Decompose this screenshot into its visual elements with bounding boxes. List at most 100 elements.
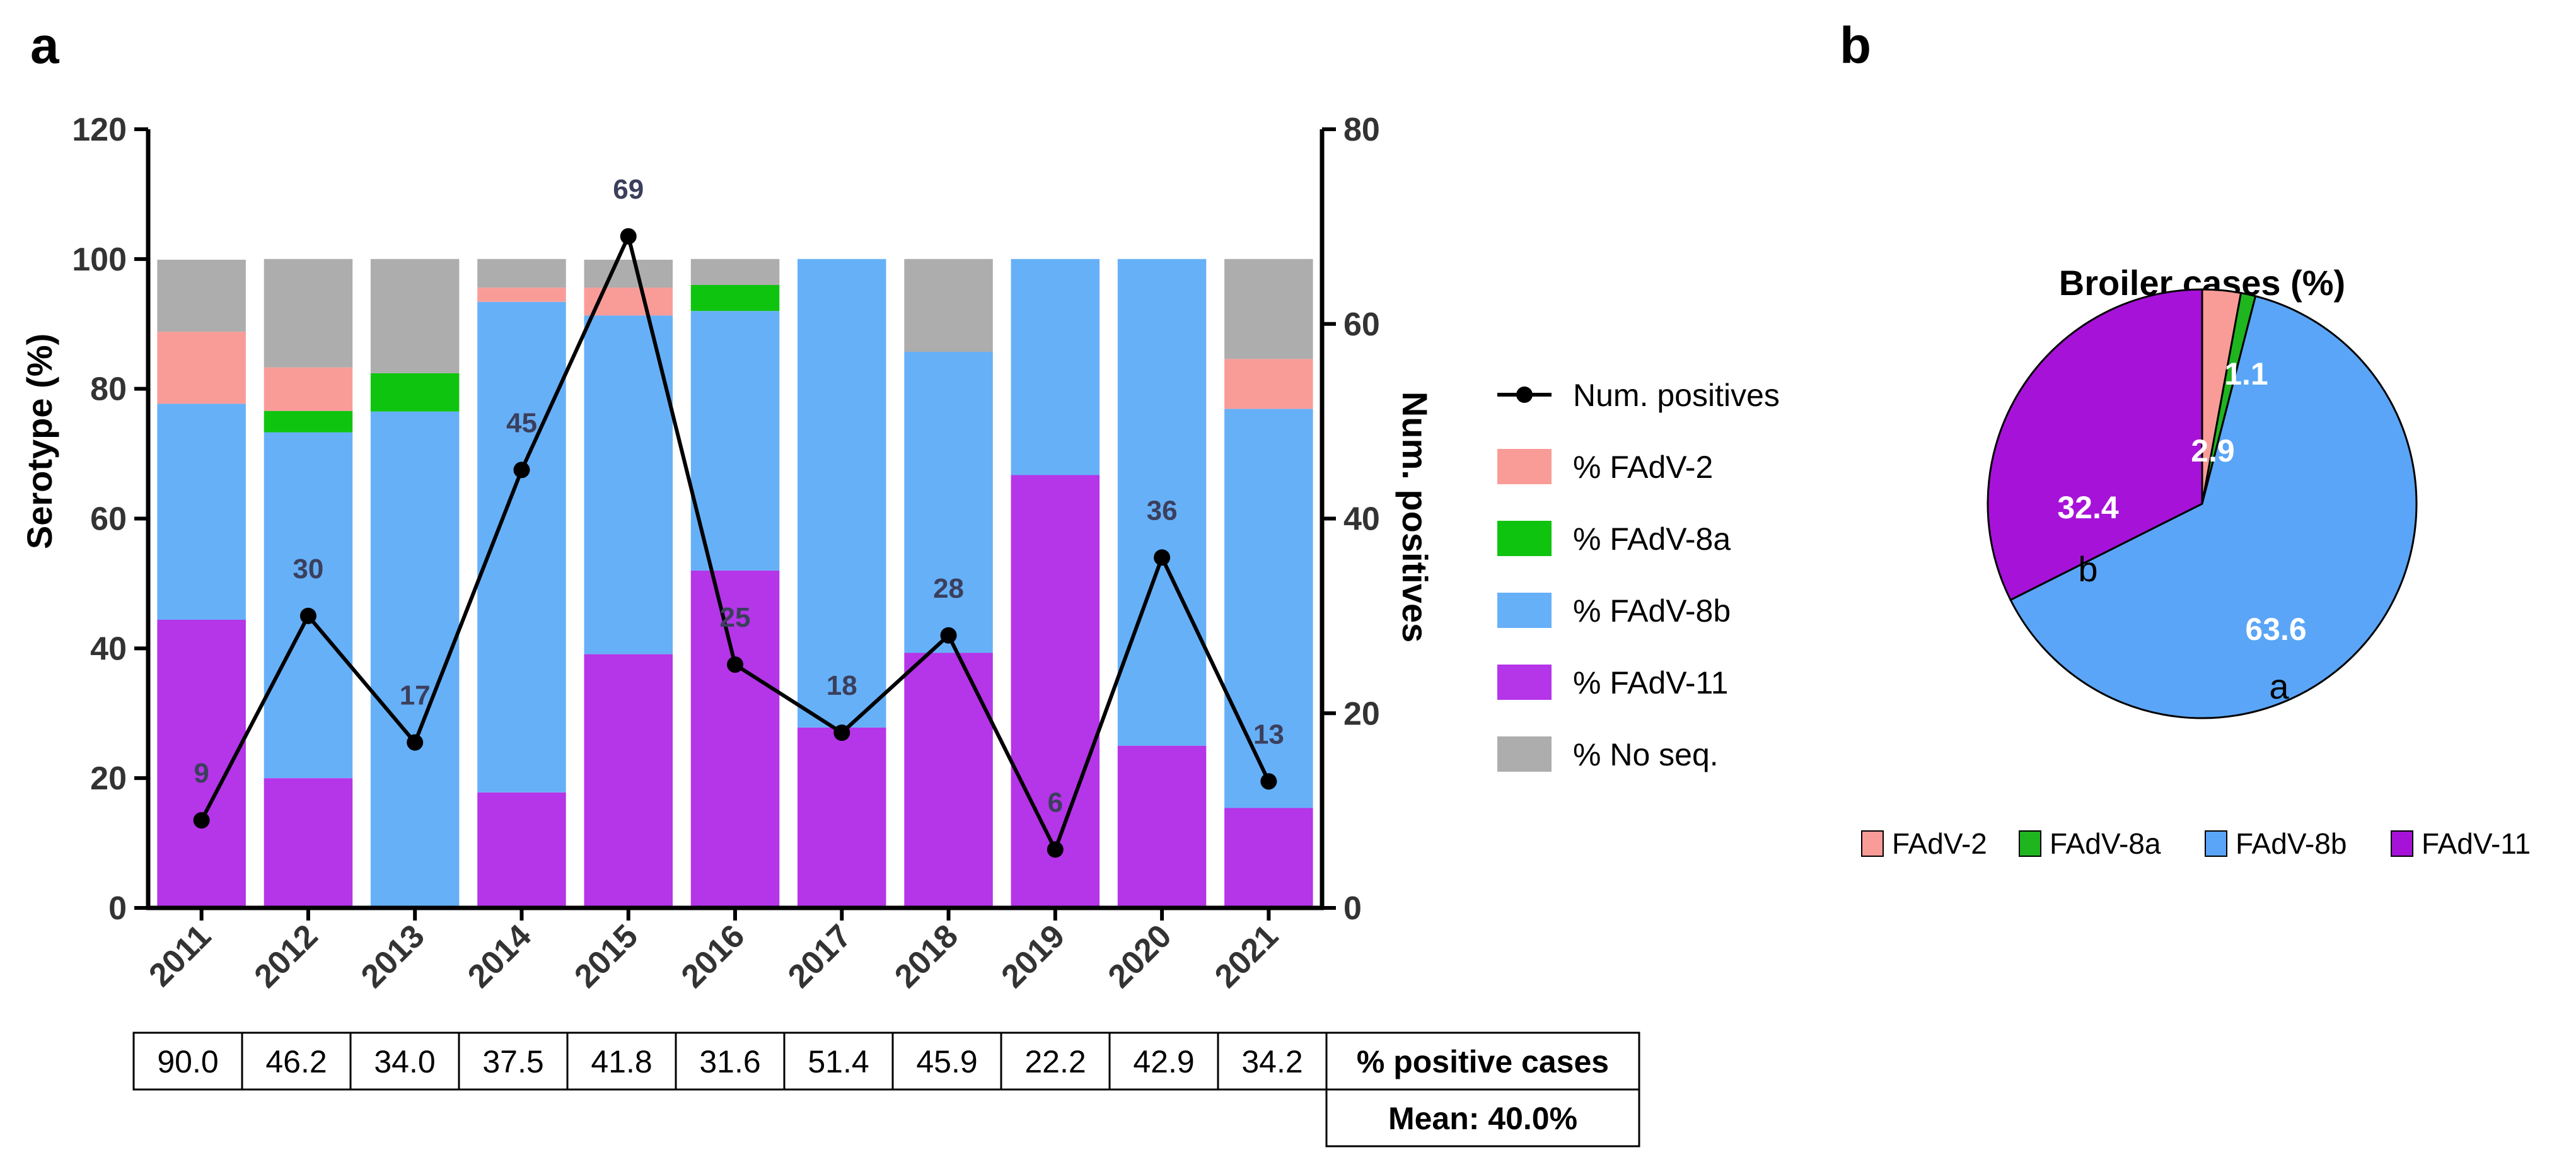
table-cell: 42.9: [1133, 1044, 1194, 1079]
legend-label: % No seq.: [1573, 737, 1719, 772]
x-tick-label: 2021: [1208, 917, 1285, 995]
legend-label: % FAdV-8a: [1573, 521, 1731, 557]
pie-legend-swatch: [2205, 830, 2227, 857]
num-positives-point: [193, 812, 210, 829]
bar-2015-fadv-11: [584, 654, 673, 908]
pie-legend-label: FAdV-11: [2422, 827, 2531, 860]
table-cell: 31.6: [699, 1044, 760, 1079]
x-tick-label: 2020: [1101, 917, 1179, 995]
y2-tick-label: 80: [1343, 112, 1380, 148]
pie-legend-swatch: [2391, 830, 2413, 857]
bar-2020-fadv-8b: [1117, 259, 1207, 746]
bar-2018-fadv-8b: [904, 352, 993, 653]
num-positives-point: [727, 656, 743, 673]
legend-label: % FAdV-11: [1573, 665, 1728, 700]
legend-label: % FAdV-8b: [1573, 593, 1731, 629]
num-positives-label: 30: [293, 554, 323, 584]
legend-swatch: [1497, 449, 1552, 484]
legend-label: % FAdV-2: [1573, 450, 1713, 485]
y2-tick-label: 20: [1343, 695, 1380, 732]
bar-2015-fadv-8b: [584, 315, 673, 654]
y-tick-label: 40: [90, 630, 127, 667]
bar-2020-fadv-11: [1117, 745, 1207, 908]
bar-2011-fadv-8b: [157, 404, 246, 620]
pie-labels: 1.1 2.9 32.4 b 63.6 a: [2057, 356, 2306, 706]
bar-2011-no-seq: [157, 259, 246, 332]
pie-value-fadv8a: 1.1: [2224, 356, 2268, 392]
panel-b-letter: b: [1840, 17, 1871, 74]
pie-legend-label: FAdV-2: [1892, 827, 1987, 860]
pie-legend-swatch: [2019, 830, 2041, 857]
bar-2018-no-seq: [904, 259, 993, 352]
legend-swatch: [1497, 736, 1552, 772]
num-positives-point: [407, 734, 424, 751]
bar-2016-fadv-8a: [690, 285, 780, 311]
num-positives-line: 9 30 17 45 69 25 18 28 6 36 13: [193, 174, 1284, 858]
bar-2018-fadv-11: [904, 653, 993, 908]
num-positives-point: [513, 462, 530, 479]
num-positives-point: [833, 724, 850, 741]
y-tick-label: 100: [72, 241, 127, 278]
num-positives-point: [1047, 841, 1064, 858]
num-positives-label: 13: [1253, 719, 1284, 750]
pie-legend-label: FAdV-8a: [2050, 827, 2161, 860]
table-cell: 34.0: [374, 1044, 435, 1079]
pie-letter-fadv11: b: [2078, 549, 2097, 589]
x-tick-label: 2015: [567, 917, 645, 995]
x-tick-label: 2013: [354, 917, 432, 995]
legend-swatch: [1497, 593, 1552, 628]
pie-value-fadv8b: 63.6: [2245, 612, 2306, 647]
x-tick-label: 2011: [142, 917, 218, 994]
x-tick-label: 2012: [248, 917, 325, 995]
num-positives-label: 45: [506, 407, 537, 438]
y-tick-label: 80: [90, 371, 127, 408]
pie-legend: FAdV-2 FAdV-8a FAdV-8b FAdV-11: [1861, 827, 2531, 860]
y-tick-label: 60: [90, 501, 127, 538]
table-cell: 51.4: [808, 1044, 869, 1079]
bar-2011-fadv-2: [157, 332, 246, 404]
num-positives-label: 25: [720, 602, 751, 633]
bar-2021-fadv-2: [1224, 359, 1313, 409]
bar-2013-fadv-8b: [370, 411, 460, 908]
bar-2016-fadv-11: [690, 570, 780, 908]
num-positives-label: 36: [1147, 495, 1178, 526]
bar-2012-fadv-8a: [264, 410, 353, 433]
table-mean-border: [1325, 1088, 1640, 1147]
legend-marker: [1516, 386, 1533, 403]
bar-2012-fadv-8b: [264, 432, 353, 779]
legend-label: Num. positives: [1573, 378, 1780, 413]
table-row-border: [132, 1031, 1640, 1091]
positive-cases-table: 90.0 46.2 34.0 37.5 41.8 31.6 51.4 45.9 22.2 42.9…: [132, 1031, 1640, 1147]
num-positives-point: [1154, 549, 1171, 566]
bar-2013-fadv-8a: [370, 373, 460, 412]
bar-2021-fadv-8b: [1224, 409, 1313, 808]
num-positives-point: [620, 228, 637, 245]
legend-swatch: [1497, 521, 1552, 556]
pie-value-fadv2: 2.9: [2191, 433, 2235, 468]
bar-2012-fadv-2: [264, 367, 353, 411]
bar-2013-no-seq: [370, 259, 460, 373]
y-tick-label: 120: [72, 112, 127, 148]
table-cell: 46.2: [265, 1044, 327, 1079]
table-cell: 90.0: [157, 1044, 218, 1079]
pie-legend-label: FAdV-8b: [2236, 827, 2347, 860]
table-cell: 34.2: [1241, 1044, 1303, 1079]
legend: Num. positives % FAdV-2 % FAdV-8a % FAdV-8b…: [1497, 378, 1780, 772]
bar-2017-fadv-11: [798, 727, 886, 908]
y2-axis-title: Num. positives: [1395, 392, 1435, 642]
bar-2016-fadv-8b: [690, 311, 780, 571]
table-mean: Mean: 40.0%: [1388, 1101, 1577, 1136]
bar-2014-fadv-11: [477, 792, 566, 908]
pie-value-fadv11: 32.4: [2057, 490, 2119, 525]
num-positives-point: [1260, 773, 1277, 790]
bar-2012-no-seq: [264, 259, 353, 368]
num-positives-point: [299, 607, 316, 624]
pie-legend-swatch: [1861, 830, 1884, 857]
num-positives-label: 6: [1048, 787, 1063, 818]
pie-slice-fadv-8b: [2009, 294, 2418, 719]
pie-letter-fadv8b: a: [2269, 666, 2289, 706]
table-cell: 45.9: [916, 1044, 977, 1079]
x-tick-label: 2014: [461, 917, 538, 995]
legend-swatch: [1497, 665, 1552, 700]
